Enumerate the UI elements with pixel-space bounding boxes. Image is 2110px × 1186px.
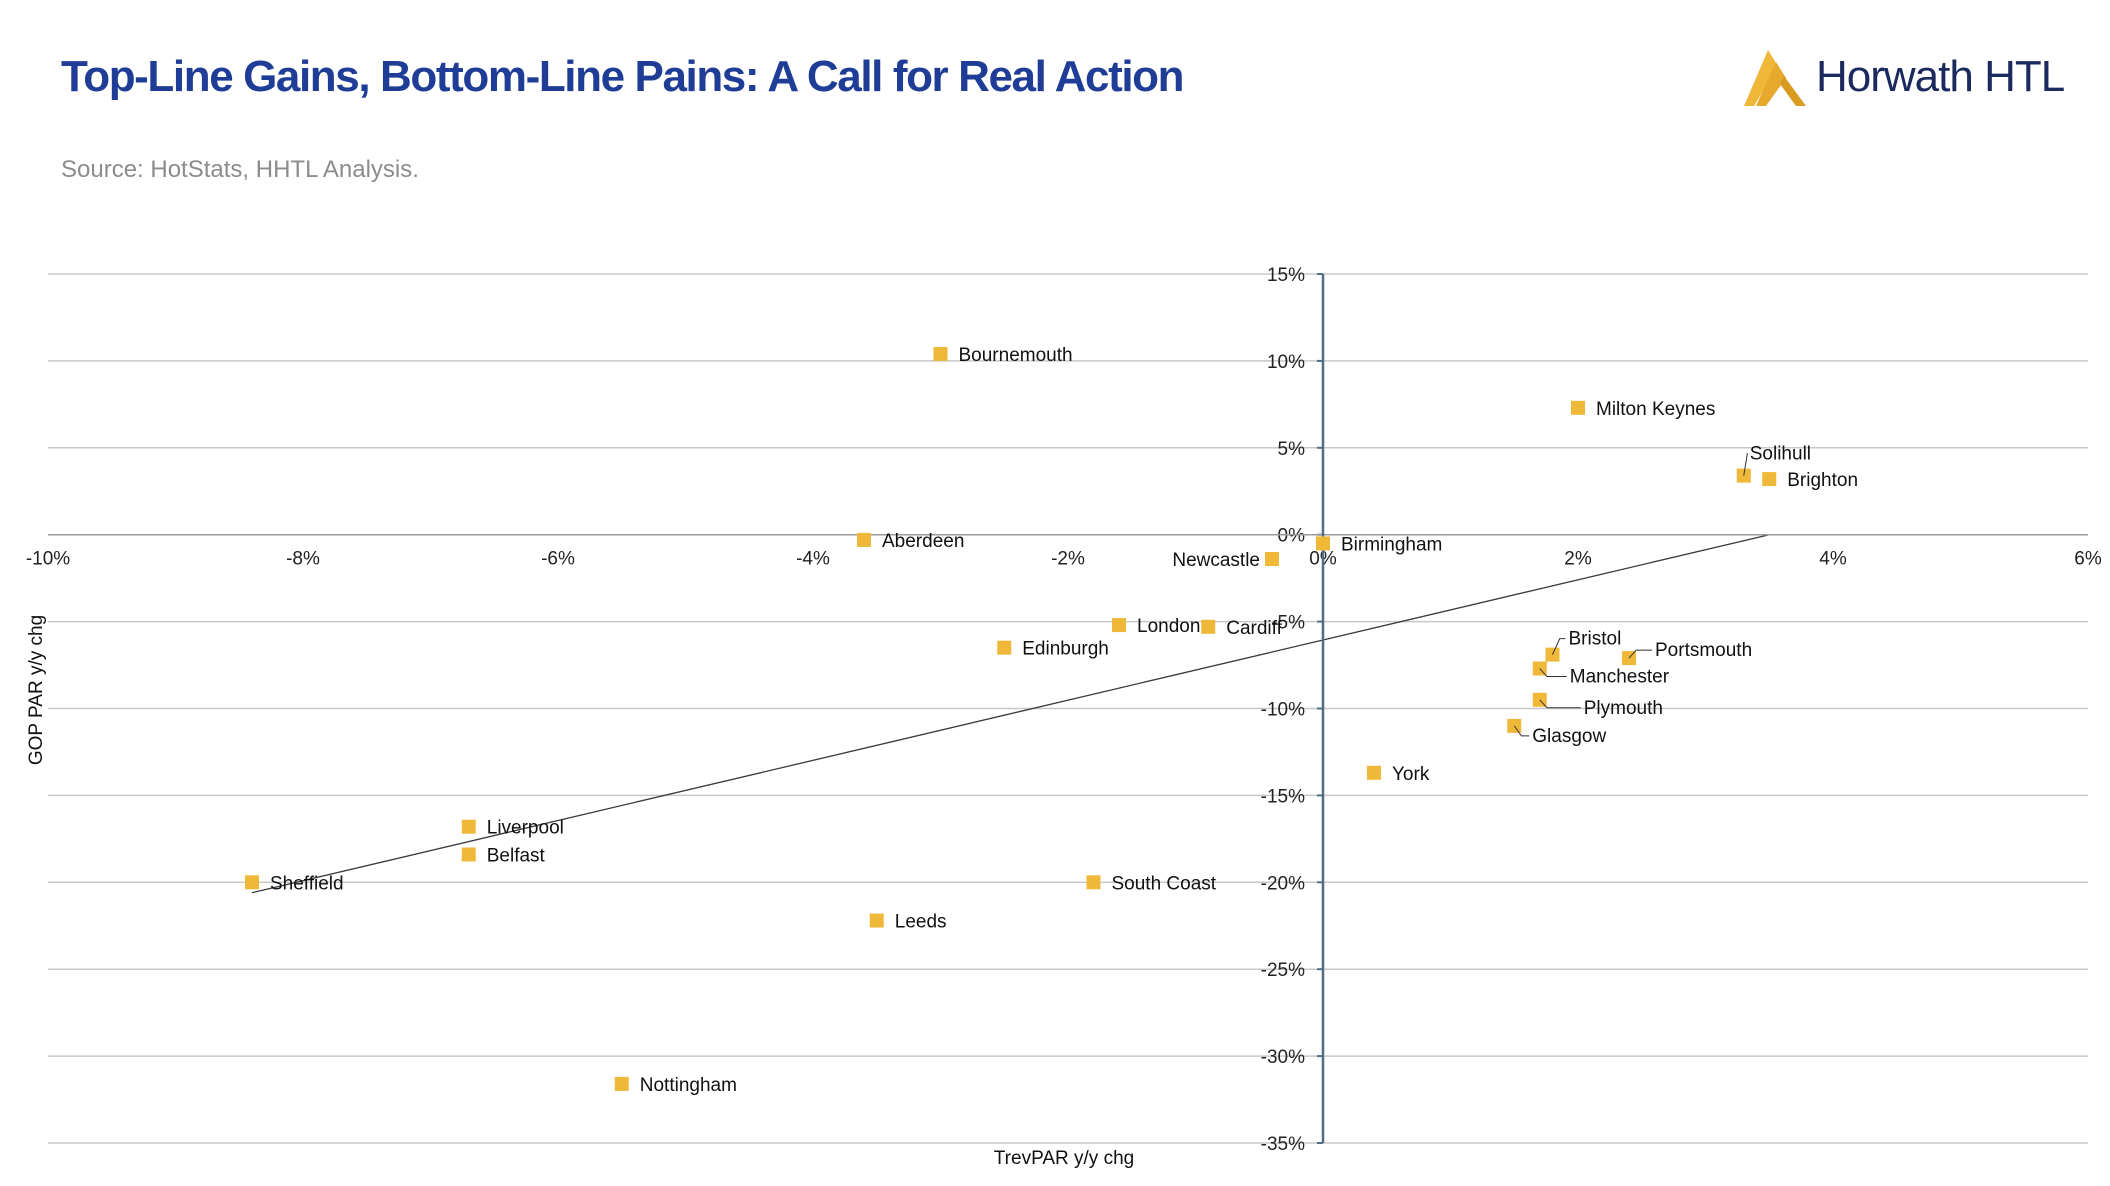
data-point (1367, 765, 1381, 780)
data-label: Newcastle (1172, 550, 1260, 571)
data-point (1086, 875, 1101, 890)
data-label: London (1137, 616, 1200, 637)
horwath-htl-logo: Horwath HTL (1740, 48, 2080, 110)
x-tick-label: -8% (286, 549, 320, 570)
source-note: Source: HotStats, HHTL Analysis. (61, 156, 419, 183)
data-point (933, 346, 948, 361)
trendline (251, 534, 1770, 894)
data-label: Sheffield (270, 873, 344, 894)
x-axis-title: TrevPAR y/y chg (994, 1148, 1134, 1169)
data-point (245, 875, 259, 890)
x-tick-label: 4% (1819, 549, 1847, 570)
data-point (1762, 472, 1777, 487)
data-label: Manchester (1570, 667, 1670, 688)
data-point (1112, 618, 1126, 633)
gridlines (48, 273, 2088, 1144)
data-label: Belfast (487, 845, 546, 866)
data-label: Birmingham (1341, 534, 1442, 555)
y-tick-label: -10% (1261, 700, 1305, 721)
data-point (461, 819, 476, 834)
chart-title: Top-Line Gains, Bottom-Line Pains: A Cal… (61, 52, 1185, 101)
x-tick-label: 6% (2074, 549, 2102, 570)
data-point (1571, 400, 1585, 415)
data-label: Liverpool (487, 818, 564, 839)
data-point (461, 847, 476, 862)
data-label: Bournemouth (959, 345, 1073, 366)
x-tick-label: -10% (26, 549, 70, 570)
data-label: York (1392, 764, 1430, 785)
logo-mark-icon (1744, 50, 1806, 106)
data-label: Cardiff (1226, 618, 1282, 639)
label-leader-line (1539, 668, 1567, 678)
label-leader-line (1539, 699, 1581, 709)
x-tick-label: -4% (796, 549, 830, 570)
y-tick-label: 10% (1267, 352, 1305, 373)
x-tick-label: -2% (1051, 549, 1085, 570)
data-label: Nottingham (640, 1075, 737, 1096)
y-tick-label: 5% (1278, 439, 1306, 460)
data-point (1201, 619, 1216, 634)
logo-text: Horwath HTL (1816, 52, 2065, 101)
data-label: Portsmouth (1655, 640, 1752, 661)
label-leader-line (1743, 453, 1748, 476)
y-tick-label: 15% (1267, 265, 1305, 286)
data-label: Solihull (1750, 444, 1811, 465)
data-label: Brighton (1787, 470, 1858, 491)
label-leader-line (1552, 638, 1566, 655)
label-leader-line (1628, 649, 1652, 659)
axes: 15% 10% 5% 0% -5% -10% -15% -20% -25% -30% -35% -10… (26, 265, 2102, 1155)
data-points: Bournemouth Milton Keynes Solihull Brighton… (245, 345, 1858, 1096)
data-point (614, 1076, 629, 1091)
data-label: Milton Keynes (1596, 399, 1715, 420)
data-point (1265, 552, 1279, 567)
y-tick-label: 0% (1278, 526, 1306, 547)
data-label: Glasgow (1532, 726, 1606, 747)
data-label: Bristol (1569, 629, 1622, 650)
y-tick-label: -20% (1261, 873, 1305, 894)
y-tick-label: -30% (1261, 1047, 1305, 1068)
x-tick-label: 2% (1564, 549, 1592, 570)
y-tick-label: -5% (1271, 613, 1305, 634)
data-point (997, 640, 1012, 655)
data-point (857, 532, 871, 547)
label-leader-line (1513, 725, 1530, 737)
y-tick-label: -15% (1261, 786, 1305, 807)
data-label: South Coast (1112, 873, 1217, 894)
data-label: Aberdeen (882, 531, 964, 552)
trendline-group (251, 534, 1770, 894)
x-tick-label: -6% (541, 549, 575, 570)
data-label: Leeds (895, 912, 947, 933)
data-label: Edinburgh (1022, 639, 1109, 660)
y-axis-title: GOP PAR y/y chg (26, 615, 47, 765)
data-point (1316, 536, 1330, 551)
y-tick-label: -25% (1261, 960, 1305, 981)
y-tick-label: -35% (1261, 1134, 1305, 1155)
data-label: Plymouth (1584, 698, 1663, 719)
data-point (869, 913, 884, 928)
